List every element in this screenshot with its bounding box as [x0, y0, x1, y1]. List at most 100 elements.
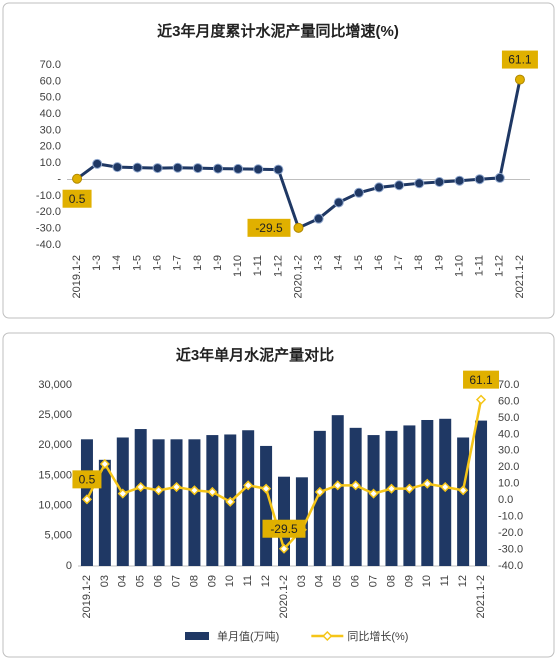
- bar: [331, 415, 344, 566]
- marker: [434, 177, 445, 187]
- marker: [273, 164, 284, 175]
- x-tick-label: 11: [242, 575, 254, 586]
- data-label: 0.5: [79, 473, 96, 487]
- marker: [112, 162, 123, 173]
- x-tick-label: 1-11: [252, 255, 264, 276]
- bar: [152, 439, 165, 566]
- y2-tick-label: 60.0: [498, 395, 519, 407]
- y2-tick-label: -10.0: [498, 511, 523, 523]
- marker: [353, 187, 364, 198]
- marker: [368, 488, 379, 499]
- x-tick-label: 03: [99, 575, 111, 587]
- marker: [474, 174, 485, 185]
- bar: [457, 437, 470, 566]
- x-tick-label: 1-8: [192, 255, 204, 271]
- marker: [72, 173, 83, 184]
- panel: [2, 2, 555, 319]
- marker: [99, 458, 110, 470]
- marker: [350, 480, 361, 491]
- y-tick-label: -10.0: [36, 190, 61, 202]
- marker: [458, 485, 469, 496]
- x-tick-label: 2020.1-2: [292, 255, 304, 298]
- bar: [367, 435, 380, 566]
- marker: [332, 480, 343, 491]
- y-tick-label: 40.0: [40, 108, 61, 120]
- y-tick-label: 20.0: [40, 141, 61, 153]
- x-tick-label: 2019.1-2: [71, 255, 83, 298]
- y-tick-label: 60.0: [40, 75, 61, 87]
- y-tick-label: 0: [66, 560, 72, 572]
- y-tick-label: -: [57, 173, 61, 185]
- marker: [404, 483, 415, 494]
- bar: [242, 430, 255, 566]
- marker: [132, 162, 143, 173]
- x-tick-label: 1-3: [313, 255, 325, 271]
- y-tick-label: -20.0: [36, 206, 61, 218]
- y2-tick-label: 30.0: [498, 445, 519, 457]
- label-box: [262, 519, 306, 538]
- marker: [386, 483, 397, 494]
- y-tick-label: 5,000: [44, 530, 72, 542]
- data-label: 0.5: [69, 192, 86, 206]
- marker: [475, 394, 487, 405]
- marker: [454, 175, 465, 186]
- marker: [192, 163, 203, 174]
- marker: [243, 480, 254, 491]
- x-tick-label: 08: [188, 575, 200, 587]
- x-tick-label: 07: [170, 575, 182, 587]
- y2-tick-label: 10.0: [498, 478, 519, 490]
- marker: [135, 481, 146, 493]
- x-tick-label: 1-4: [111, 255, 123, 271]
- x-tick-label: 08: [385, 575, 397, 587]
- x-tick-label: 1-5: [131, 255, 143, 271]
- bar: [116, 437, 129, 566]
- y2-tick-label: 40.0: [498, 428, 519, 440]
- data-label: -29.5: [255, 221, 283, 235]
- x-tick-label: 04: [117, 575, 129, 587]
- marker: [189, 485, 200, 496]
- x-tick-label: 12: [260, 575, 272, 587]
- marker: [152, 163, 163, 174]
- bar: [349, 427, 362, 566]
- y-tick-label: 20,000: [38, 439, 72, 451]
- legend-swatch: [185, 632, 209, 640]
- marker: [207, 486, 218, 498]
- label-box: [501, 50, 538, 69]
- bar: [206, 435, 219, 566]
- x-tick-label: 2021.1-2: [475, 575, 487, 618]
- bar: [403, 425, 416, 566]
- x-tick-label: 1-10: [453, 255, 465, 277]
- x-tick-label: 10: [224, 575, 236, 587]
- y-tick-label: 30,000: [38, 379, 72, 391]
- y-tick-label: 25,000: [38, 409, 72, 421]
- x-tick-label: 1-8: [413, 255, 425, 271]
- bar: [475, 420, 488, 566]
- x-tick-label: 1-6: [151, 255, 163, 271]
- label-box: [247, 218, 291, 237]
- x-tick-label: 1-11: [474, 255, 486, 276]
- y2-tick-label: 20.0: [498, 461, 519, 473]
- marker: [440, 481, 451, 493]
- x-tick-label: 03: [296, 575, 308, 587]
- marker: [117, 488, 128, 499]
- marker: [153, 485, 164, 496]
- x-tick-label: 1-12: [494, 255, 506, 277]
- x-tick-label: 1-6: [373, 255, 385, 271]
- chart-title: 近3年单月水泥产量对比: [176, 346, 334, 364]
- marker: [225, 496, 236, 507]
- marker: [253, 164, 264, 175]
- marker: [293, 222, 304, 233]
- data-label: 61.1: [469, 373, 493, 387]
- x-tick-label: 1-12: [272, 255, 284, 277]
- y-tick-label: -40.0: [36, 239, 61, 251]
- x-tick-label: 1-7: [172, 255, 184, 271]
- y2-tick-label: -20.0: [498, 527, 523, 539]
- x-tick-label: 1-3: [91, 255, 103, 271]
- y2-tick-label: 0.0: [498, 494, 513, 506]
- marker: [374, 182, 385, 193]
- y-tick-label: 70.0: [40, 59, 61, 71]
- y-tick-label: 30.0: [40, 124, 61, 136]
- marker: [422, 478, 433, 489]
- x-tick-label: 06: [153, 575, 165, 587]
